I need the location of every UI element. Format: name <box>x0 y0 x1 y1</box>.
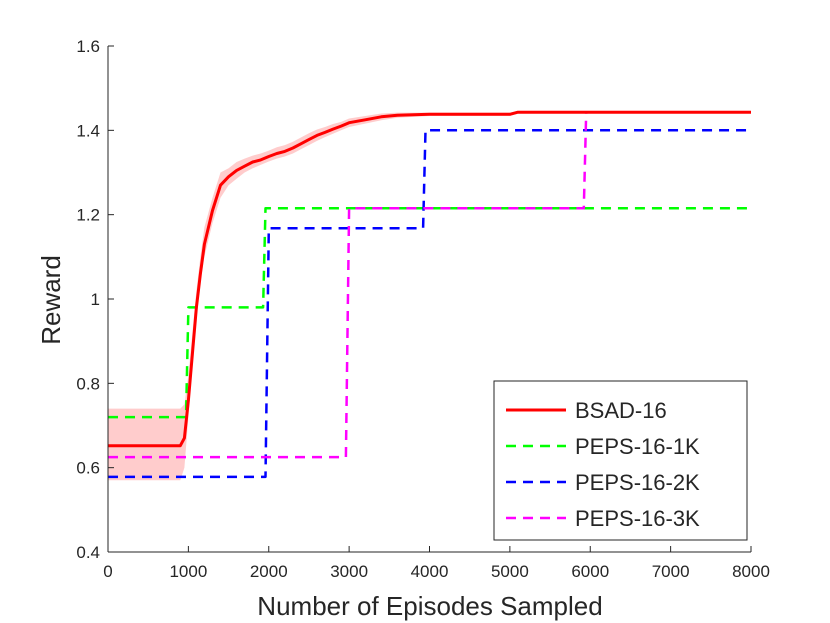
y-tick-label: 1 <box>91 290 100 309</box>
legend-label-bsad-16: BSAD-16 <box>575 398 667 423</box>
x-axis-label: Number of Episodes Sampled <box>257 591 602 621</box>
x-tick-label: 5000 <box>491 562 529 581</box>
legend-label-peps-16-1k: PEPS-16-1K <box>575 434 700 459</box>
y-axis-label: Reward <box>36 255 66 345</box>
legend: BSAD-16 PEPS-16-1K PEPS-16-2K PEPS-16-3K <box>493 380 748 541</box>
y-tick-label: 0.8 <box>76 374 100 393</box>
x-tick-label: 1000 <box>169 562 207 581</box>
x-tick-label: 8000 <box>732 562 770 581</box>
x-tick-label: 3000 <box>330 562 368 581</box>
series-lines <box>108 110 751 479</box>
x-tick-label: 4000 <box>411 562 449 581</box>
y-tick-label: 1.2 <box>76 206 100 225</box>
confidence-bands <box>108 110 751 481</box>
legend-label-peps-16-2k: PEPS-16-2K <box>575 470 700 495</box>
x-tick-label: 7000 <box>652 562 690 581</box>
legend-label-peps-16-3k: PEPS-16-3K <box>575 506 700 531</box>
x-tick-label: 0 <box>103 562 112 581</box>
series-line-peps-16-2k <box>108 129 751 479</box>
x-tick-label: 6000 <box>571 562 609 581</box>
y-tick-label: 1.4 <box>76 121 100 140</box>
y-tick-label: 1.6 <box>76 37 100 56</box>
y-tick-label: 0.4 <box>76 543 100 562</box>
legend-box <box>493 380 748 541</box>
series-line-peps-16-1k <box>108 207 751 419</box>
series-line-bsad-16 <box>108 110 751 448</box>
x-tick-label: 2000 <box>250 562 288 581</box>
y-tick-label: 0.6 <box>76 459 100 478</box>
axes <box>107 45 752 553</box>
tick-labels: 0 1000 2000 3000 4000 5000 6000 7000 8000 0.4 0.6 0… <box>76 37 770 581</box>
band-bsad-16 <box>108 110 751 481</box>
series-line-peps-16-3k <box>108 110 751 459</box>
